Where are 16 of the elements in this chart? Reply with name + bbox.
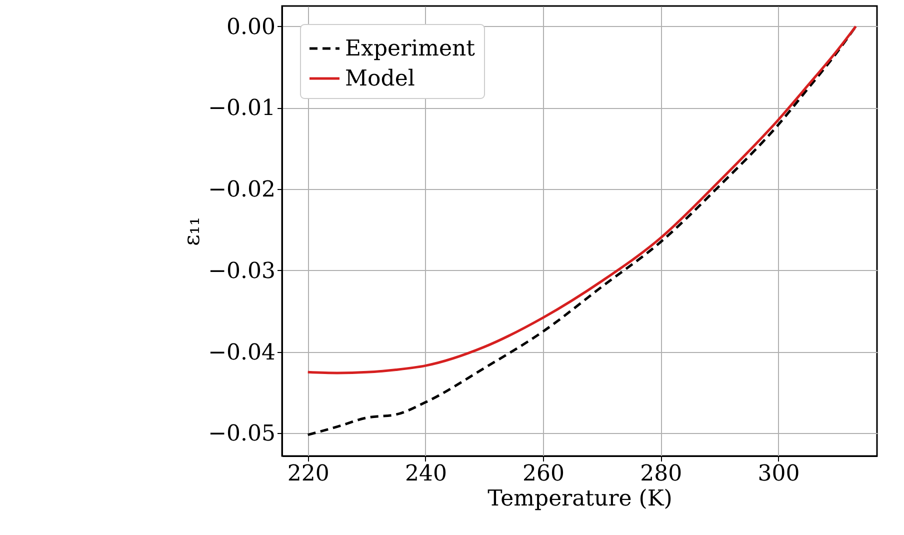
y-tick-label: −0.05 bbox=[208, 422, 276, 447]
y-tick-label: −0.01 bbox=[208, 96, 276, 122]
y-tick-label: −0.03 bbox=[208, 258, 276, 284]
legend-label: Model bbox=[345, 66, 415, 92]
x-tick-label: 300 bbox=[758, 462, 800, 486]
line-series bbox=[306, 25, 858, 374]
x-tick-label: 260 bbox=[522, 462, 565, 486]
x-tick-label: 220 bbox=[287, 462, 330, 486]
legend-label: Experiment bbox=[345, 36, 476, 62]
y-axis-title: ε₁₁ bbox=[180, 216, 206, 246]
y-tick-label: −0.04 bbox=[208, 340, 276, 366]
y-tick-label: 0.00 bbox=[226, 14, 276, 40]
x-axis-title: Temperature (K) bbox=[488, 486, 672, 512]
y-tick-label: −0.02 bbox=[208, 178, 276, 203]
x-tick-label: 280 bbox=[640, 462, 682, 486]
x-tick-label: 240 bbox=[404, 462, 447, 486]
